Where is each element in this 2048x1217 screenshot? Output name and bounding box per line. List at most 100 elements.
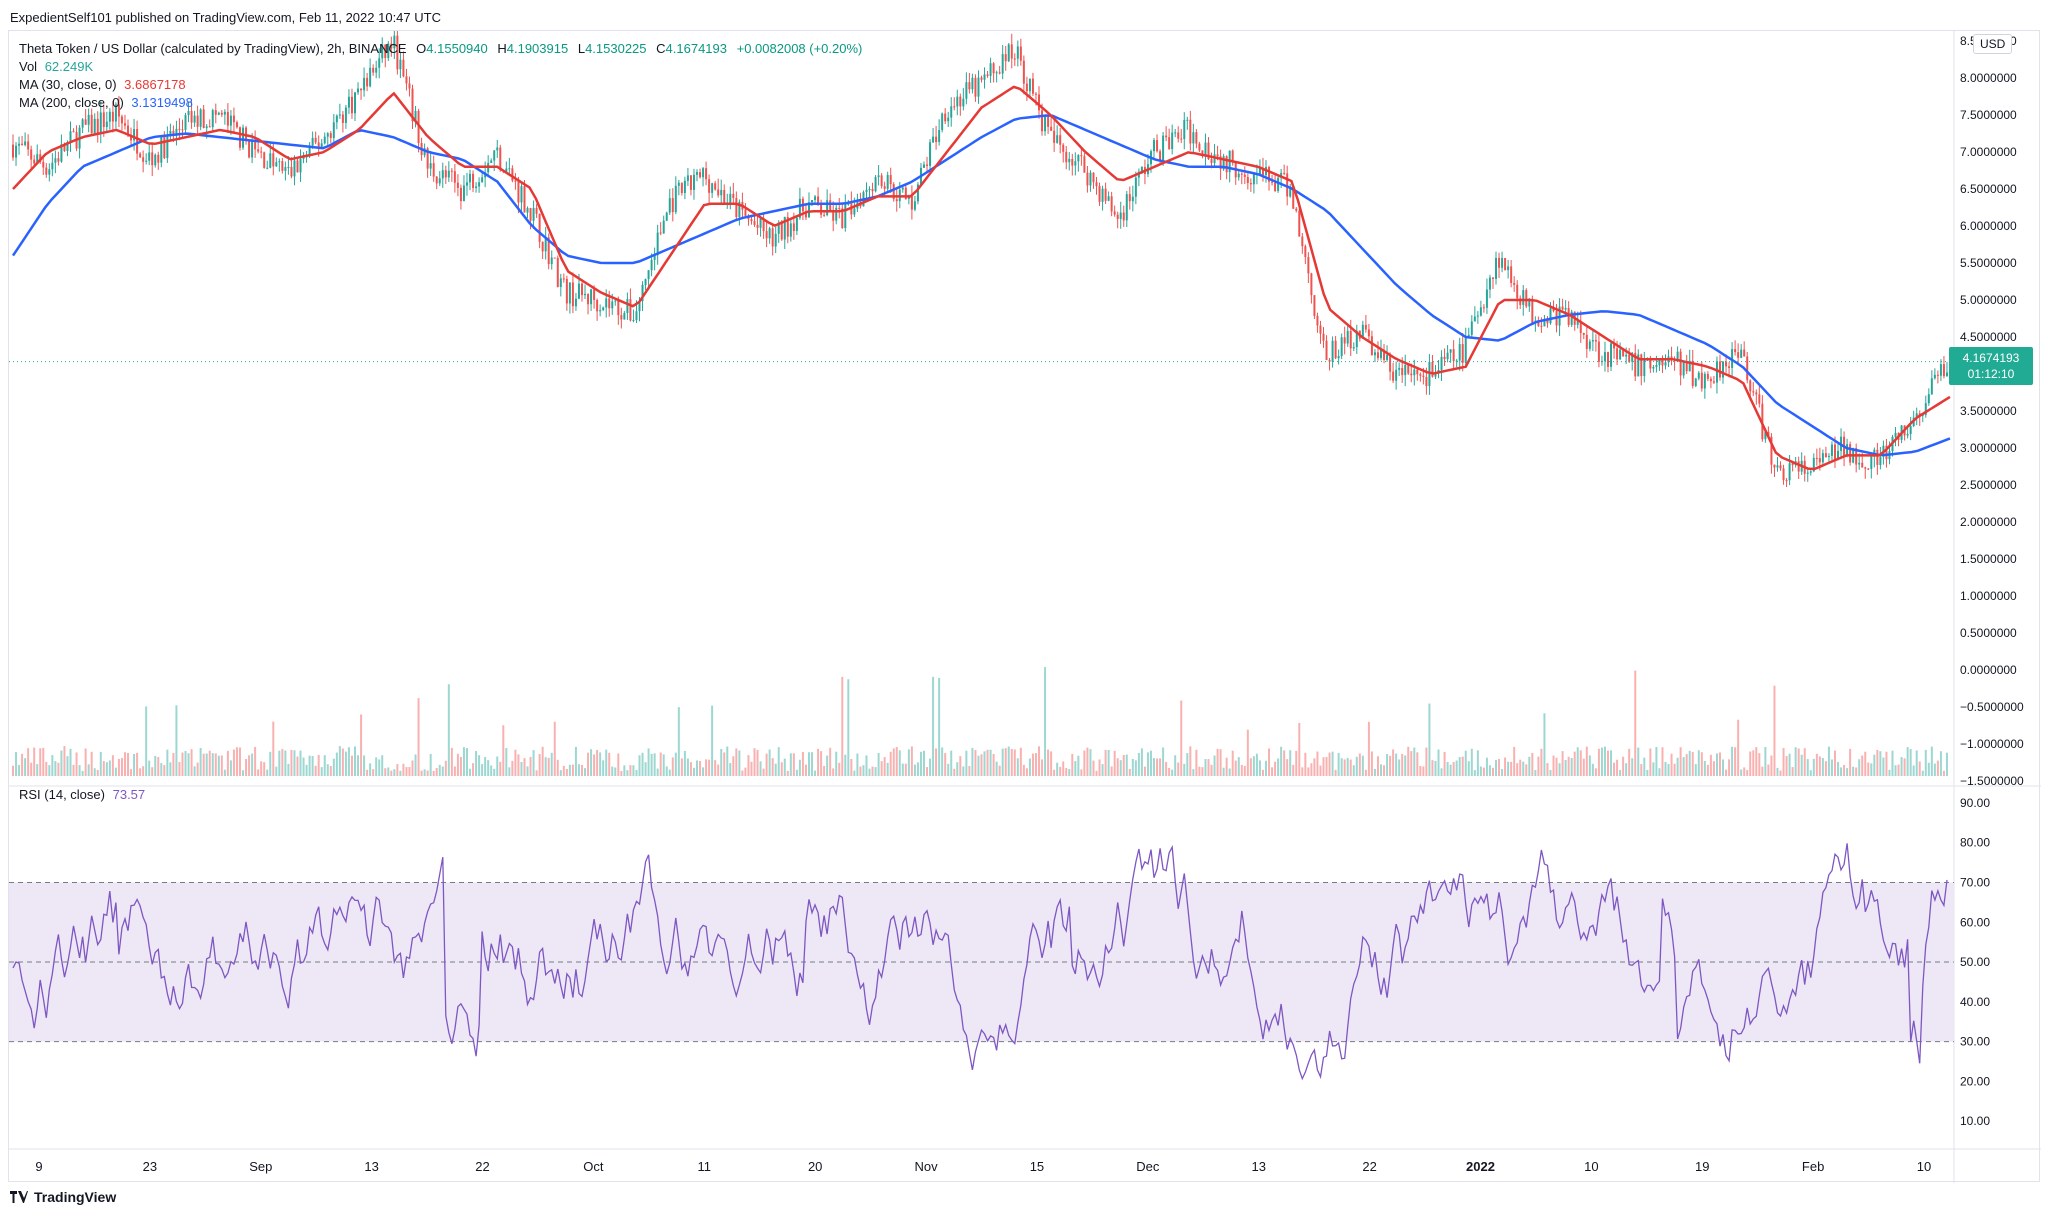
candle-body [1837, 450, 1840, 460]
volume-bar [1386, 753, 1389, 776]
candle-body [829, 200, 832, 211]
candle-body [96, 118, 99, 133]
candle-body [172, 130, 175, 136]
candle-body [547, 237, 550, 265]
candle-body [272, 153, 275, 167]
volume-bar [659, 752, 662, 776]
candle-body [992, 63, 995, 74]
last-price: 4.1674193 [1962, 351, 2020, 365]
volume-bar [1137, 753, 1140, 776]
candle-body [48, 169, 51, 175]
candle-body [363, 77, 366, 91]
volume-bar [599, 752, 602, 776]
candle-body [1734, 349, 1737, 353]
candle-body [677, 182, 680, 186]
volume-bar [1271, 767, 1274, 776]
volume-bar [1443, 751, 1446, 776]
volume-bar [1146, 752, 1149, 776]
chart-canvas[interactable]: 8.50000008.00000007.50000007.00000006.50… [9, 31, 2041, 1183]
volume-bar [405, 767, 408, 776]
candle-body [139, 153, 142, 158]
volume-bar [789, 753, 792, 776]
volume-bar [1849, 748, 1852, 776]
tradingview-footer[interactable]: TradingView [10, 1189, 116, 1205]
candle-body [432, 163, 435, 177]
candle-body [795, 217, 798, 232]
volume-bar [1585, 746, 1588, 776]
candle-body [1585, 334, 1588, 349]
candle-body [1455, 360, 1458, 362]
candle-body [344, 107, 347, 123]
volume-bar [1637, 747, 1640, 776]
volume-bar [798, 759, 801, 776]
volume-bar [1870, 763, 1873, 776]
volume-bar [1788, 753, 1791, 776]
volume-bar [21, 753, 24, 776]
volume-bar [1594, 768, 1597, 776]
candle-body [1812, 457, 1815, 472]
volume-bar [308, 755, 311, 776]
volume-bar [323, 755, 326, 776]
candle-body [1010, 44, 1013, 59]
candle-body [214, 110, 217, 115]
chart-frame[interactable]: 8.50000008.00000007.50000007.00000006.50… [8, 30, 2041, 1183]
candle-body [205, 126, 208, 129]
volume-bar [1846, 768, 1849, 776]
candle-body [1501, 257, 1504, 268]
candle-body [944, 113, 947, 122]
candle-body [986, 74, 989, 76]
candle-body [81, 119, 84, 128]
volume-bar [332, 758, 335, 776]
time-tick-label: 10 [1584, 1159, 1598, 1174]
candle-body [1068, 158, 1071, 163]
volume-bar [1903, 758, 1906, 776]
candle-body [1821, 453, 1824, 463]
volume-bar [689, 762, 692, 776]
volume-bar [526, 766, 529, 776]
volume-bar [596, 749, 599, 776]
candle-body [765, 231, 768, 239]
volume-bar [45, 761, 48, 776]
volume-bar [1785, 756, 1788, 776]
volume-bar [511, 760, 514, 776]
volume-bar [608, 752, 611, 776]
volume-bar [232, 749, 235, 776]
volume-bar [66, 756, 69, 776]
volume-bar [535, 770, 538, 776]
volume-bar [242, 770, 245, 776]
volume-bar [411, 760, 414, 776]
candle-body [1567, 308, 1570, 325]
volume-bar [792, 753, 795, 776]
volume-bar [1491, 767, 1494, 776]
candle-body [1019, 46, 1022, 61]
volume-bar [1140, 748, 1143, 776]
price-tick-label: 2.5000000 [1960, 478, 2017, 492]
volume-bar [1588, 755, 1591, 776]
volume-bar [27, 748, 30, 776]
volume-bar [1252, 756, 1255, 776]
volume-bar [735, 748, 738, 776]
volume-bar [989, 749, 992, 776]
volume-bar [1268, 748, 1271, 776]
candle-body [774, 233, 777, 247]
volume-bar [372, 769, 375, 776]
candle-body [1864, 467, 1867, 469]
volume-bar [1404, 755, 1407, 776]
volume-bar [1752, 750, 1755, 776]
volume-bar [602, 760, 605, 776]
volume-bar [1131, 758, 1134, 776]
candle-body [1225, 156, 1228, 173]
candle-body [102, 112, 105, 128]
candle-body [369, 67, 372, 87]
candle-body [226, 111, 229, 126]
volume-bar [938, 677, 941, 776]
volume-bar [1840, 767, 1843, 776]
candle-body [614, 300, 617, 302]
candle-body [1606, 352, 1609, 367]
currency-button[interactable]: USD [1973, 34, 2013, 54]
candle-body [1915, 413, 1918, 418]
volume-bar [662, 754, 665, 776]
candle-body [1125, 194, 1128, 221]
volume-bar [874, 767, 877, 776]
candle-body [1307, 257, 1310, 274]
